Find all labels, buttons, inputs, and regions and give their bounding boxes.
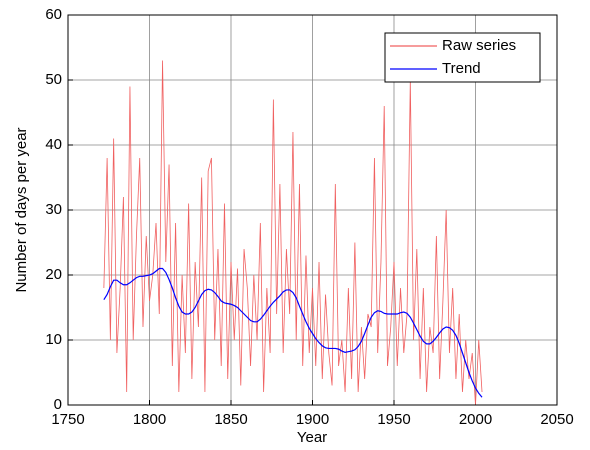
- x-tick-label: 1950: [377, 411, 410, 428]
- y-tick-label: 20: [45, 266, 62, 283]
- x-tick-label: 1800: [133, 411, 166, 428]
- y-tick-label: 0: [54, 396, 62, 413]
- x-tick-label: 2050: [540, 411, 573, 428]
- y-tick-label: 50: [45, 71, 62, 88]
- x-axis-label: Year: [297, 429, 327, 446]
- y-tick-label: 10: [45, 331, 62, 348]
- x-tick-label: 2000: [459, 411, 492, 428]
- y-tick-label: 30: [45, 201, 62, 218]
- legend-label: Trend: [442, 60, 481, 77]
- series-line: [103, 60, 483, 406]
- series-line: [103, 267, 483, 398]
- y-tick-label: 40: [45, 136, 62, 153]
- legend-box: [384, 32, 541, 83]
- x-tick-label: 1750: [51, 411, 84, 428]
- axes-box: [67, 14, 558, 406]
- legend-label: Raw series: [442, 37, 516, 54]
- y-axis-label: Number of days per year: [13, 127, 30, 292]
- x-tick-label: 1850: [214, 411, 247, 428]
- x-tick-label: 1900: [296, 411, 329, 428]
- y-tick-label: 60: [45, 6, 62, 23]
